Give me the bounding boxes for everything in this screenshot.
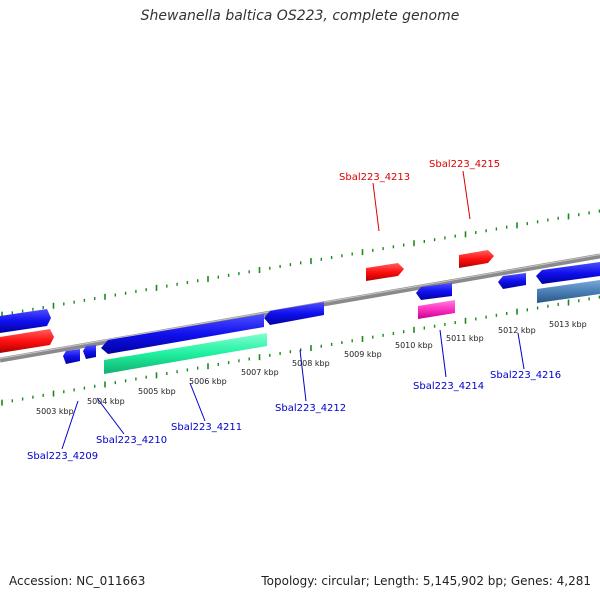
gene-arrow[interactable] [0,309,51,333]
tick-label: 5009 kbp [344,350,382,359]
gene-label-sbal223-4212[interactable]: Sbal223_4212 [275,403,346,414]
gene-arrow[interactable] [101,314,264,354]
gene-label-sbal223-4211[interactable]: Sbal223_4211 [171,422,242,433]
map-title: Shewanella baltica OS223, complete genom… [140,8,460,24]
gene-arrow[interactable] [104,333,267,374]
tick-label: 5010 kbp [395,341,433,350]
tick-label: 5005 kbp [138,387,176,396]
gene-blocks [0,250,600,374]
tick-label: 5003 kbp [36,407,74,416]
tick-label: 5004 kbp [87,397,125,406]
gene-label-sbal223-4213[interactable]: Sbal223_4213 [339,172,410,183]
gene-arrow[interactable] [264,302,324,325]
tick-label: 5013 kbp [549,320,587,329]
gene-arrow[interactable] [537,280,600,303]
gene-arrow[interactable] [0,329,54,353]
gene-arrow[interactable] [366,263,404,281]
gene-arrow[interactable] [416,283,452,300]
gene-arrow[interactable] [418,300,455,319]
accession-text: Accession: NC_011663 [9,574,146,588]
gene-arrow[interactable] [63,349,80,364]
gene-arrow[interactable] [536,262,600,284]
gene-labels: Sbal223_4213 Sbal223_4215 Sbal223_4209 S… [27,159,561,462]
gene-label-sbal223-4215[interactable]: Sbal223_4215 [429,159,500,170]
tick-label: 5008 kbp [292,359,330,368]
tick-label: 5006 kbp [189,377,227,386]
kbp-labels: 5003 kbp 5004 kbp 5005 kbp 5006 kbp 5007… [36,320,587,416]
gene-label-sbal223-4209[interactable]: Sbal223_4209 [27,451,98,462]
gene-leaders [61,170,525,450]
topology-text: Topology: circular; Length: 5,145,902 bp… [261,574,591,588]
tick-label: 5011 kbp [446,334,484,343]
tick-label: 5007 kbp [241,368,279,377]
gene-arrow[interactable] [498,273,526,289]
gene-arrow[interactable] [83,345,96,359]
tick-label: 5012 kbp [498,326,536,335]
gene-label-sbal223-4210[interactable]: Sbal223_4210 [96,435,167,446]
gene-arrow[interactable] [459,250,494,268]
lower-tick-track [1,295,600,406]
gene-label-sbal223-4214[interactable]: Sbal223_4214 [413,381,484,392]
upper-tick-track [1,209,600,318]
gene-label-sbal223-4216[interactable]: Sbal223_4216 [490,370,561,381]
